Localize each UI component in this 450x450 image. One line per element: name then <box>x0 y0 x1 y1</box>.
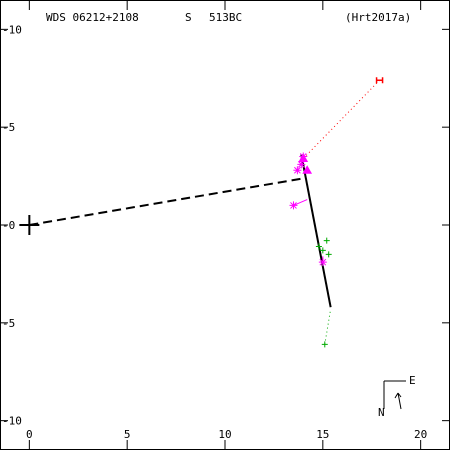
asterisk-marker <box>297 160 306 169</box>
y-tick-label: -0 <box>2 219 15 232</box>
header-reference: (Hrt2017a) <box>345 11 411 24</box>
plus-marker <box>323 237 330 244</box>
y-axis-ticks: -10 -5 -0 -5 -10 <box>0 23 450 428</box>
plus-marker <box>325 251 332 258</box>
compass-north-label: N <box>378 406 385 419</box>
compass-east-label: E <box>409 374 416 387</box>
header-code: S <box>185 11 192 24</box>
primary-star-marker <box>19 215 40 235</box>
y-tick-label: -10 <box>2 415 22 428</box>
header-wds-id: WDS 06212+2108 <box>46 11 139 24</box>
y-tick-label: -10 <box>2 23 22 36</box>
triangle-marker <box>302 165 313 174</box>
orbit-layer <box>19 154 332 308</box>
orbit-line <box>300 154 332 308</box>
plus-marker <box>321 341 328 348</box>
triangle-marker <box>298 153 309 162</box>
observation-markers <box>289 77 384 348</box>
residual-line <box>293 199 308 206</box>
x-tick-label: 0 <box>26 428 33 441</box>
x-tick-label: 10 <box>218 428 231 441</box>
header-discoverer: 513BC <box>209 11 242 24</box>
node-line <box>29 177 306 226</box>
compass: E N <box>378 374 416 419</box>
residual-line <box>304 79 380 157</box>
h-marker <box>375 77 384 84</box>
asterisk-marker <box>289 201 298 210</box>
x-tick-label: 5 <box>124 428 131 441</box>
asterisk-marker <box>293 166 302 175</box>
asterisk-marker <box>318 258 327 267</box>
y-tick-label: -5 <box>2 317 15 330</box>
motion-arrow-icon <box>394 392 402 410</box>
y-tick-label: -5 <box>2 121 15 134</box>
x-tick-label: 15 <box>316 428 329 441</box>
plus-marker <box>319 247 326 254</box>
plus-marker <box>315 243 322 250</box>
x-axis-ticks: 0 5 10 15 20 <box>26 0 427 450</box>
x-tick-label: 20 <box>414 428 427 441</box>
